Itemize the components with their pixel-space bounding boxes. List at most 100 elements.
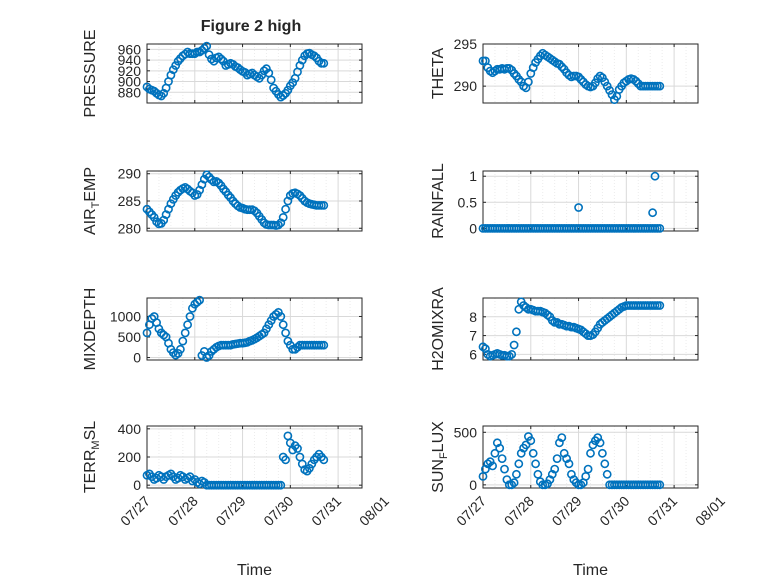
data-point: [271, 309, 281, 319]
x-tick-label: 07/31: [644, 493, 680, 529]
data-point: [497, 454, 507, 463]
data-point: [180, 328, 190, 338]
subplot-2: 290 295 THETA: [430, 36, 699, 104]
data-point: [478, 342, 488, 352]
data-point: [552, 454, 562, 463]
data-point: [185, 312, 195, 321]
series-markers: [478, 297, 665, 361]
data-point: [655, 81, 665, 91]
data-point: [276, 312, 286, 321]
data-point: [512, 327, 521, 337]
data-point: [214, 52, 224, 62]
data-point: [509, 478, 519, 488]
y-tick-label: 0.5: [458, 194, 478, 210]
data-point: [509, 340, 519, 350]
data-point: [171, 61, 181, 70]
data-point: [531, 459, 540, 469]
data-point: [593, 433, 603, 442]
data-point: [483, 459, 493, 469]
y-axis-label: SUNFLUX: [430, 421, 450, 493]
data-point: [297, 55, 307, 65]
data-point: [581, 471, 591, 481]
data-point: [278, 91, 288, 100]
x-tick-label: 07/30: [596, 493, 632, 529]
data-point: [567, 469, 576, 479]
data-point: [261, 64, 271, 74]
x-tick-label: 07/28: [501, 493, 537, 529]
data-point: [514, 75, 524, 84]
y-tick-label: 295: [454, 36, 478, 52]
data-point: [159, 88, 169, 98]
axes-box: [482, 43, 699, 104]
x-tick-label: 07/27: [453, 493, 489, 529]
series-markers: [478, 432, 665, 490]
data-point: [492, 438, 502, 448]
data-point: [259, 66, 269, 76]
y-tick-label: 960: [118, 41, 142, 57]
y-axis-label: MIXDEPTH: [82, 288, 99, 371]
data-point: [309, 51, 319, 61]
data-point: [159, 330, 169, 340]
data-point: [550, 464, 560, 474]
data-point: [204, 50, 214, 60]
data-point: [631, 76, 641, 86]
data-point: [555, 59, 564, 69]
series-markers: [142, 295, 329, 362]
data-point: [178, 336, 188, 346]
x-tick-label: 07/27: [117, 493, 153, 529]
y-axis-label: RAINFALL: [430, 163, 447, 239]
y-tick-label: 0: [133, 477, 141, 493]
data-point: [278, 320, 288, 330]
data-point: [283, 85, 293, 95]
data-point: [304, 463, 314, 473]
data-point: [490, 448, 500, 458]
data-point: [607, 90, 617, 99]
data-point: [195, 295, 204, 305]
data-point: [192, 190, 202, 199]
data-point: [576, 480, 586, 490]
data-point: [543, 310, 552, 320]
x-tick-label: 07/29: [213, 493, 249, 529]
y-tick-label: 6: [469, 346, 477, 362]
data-point: [562, 454, 571, 463]
y-tick-label: 290: [118, 166, 142, 182]
data-point: [168, 348, 178, 357]
y-tick-label: 0: [469, 477, 477, 493]
data-point: [314, 56, 324, 66]
y-tick-label: 1000: [110, 308, 141, 324]
data-point: [197, 46, 207, 55]
series-markers: [478, 48, 665, 104]
data-point: [655, 301, 665, 310]
data-point: [598, 448, 607, 458]
data-point: [555, 438, 564, 448]
subplot-8: 0 500 07/27 07/28 07/29 07/30 07/31 08/01 Time SU…: [430, 421, 728, 579]
y-tick-label: 290: [454, 78, 478, 94]
subplot-6: 6 7 8 H2OMIXRA: [430, 287, 699, 371]
data-point: [202, 170, 212, 180]
data-point: [600, 459, 610, 469]
y-tick-label: 400: [118, 421, 142, 437]
subplot-3: 280 285 290 AIRTEMP: [82, 166, 363, 236]
data-point: [281, 204, 290, 214]
y-tick-label: 280: [118, 220, 142, 236]
data-point: [557, 433, 567, 442]
x-tick-label: 07/28: [165, 493, 201, 529]
data-point: [480, 464, 490, 474]
data-point: [602, 81, 612, 91]
data-point: [524, 77, 533, 87]
data-point: [266, 75, 276, 85]
subplot-7: 0 200 400 07/27 07/28 07/29 07/30 07/31 08/01 Tim…: [82, 421, 392, 579]
data-point: [216, 54, 226, 64]
y-tick-label: 920: [118, 63, 142, 79]
data-point: [273, 220, 283, 230]
data-point: [250, 206, 259, 216]
axes-box: [482, 425, 699, 489]
data-point: [495, 443, 505, 453]
data-point: [276, 480, 286, 490]
data-point: [293, 444, 302, 453]
y-tick-label: 500: [454, 424, 478, 440]
data-point: [478, 471, 488, 481]
